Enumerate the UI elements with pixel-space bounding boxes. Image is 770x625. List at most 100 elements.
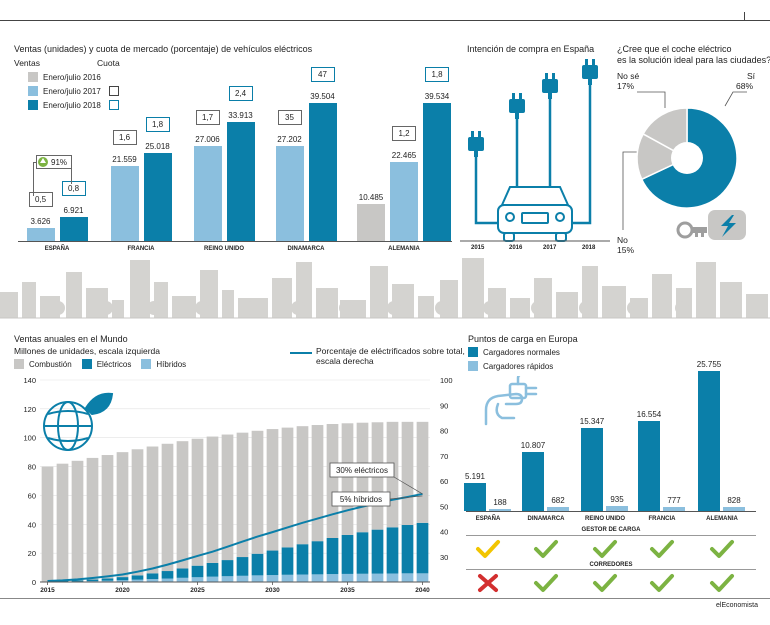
mundo-bar-segment	[401, 421, 414, 526]
legend-2017-label: Enero/julio 2017	[43, 86, 101, 96]
mundo-bar-segment	[401, 525, 414, 574]
mundo-bar-segment	[356, 573, 369, 582]
carga-bar	[464, 482, 486, 511]
carga-legend-rapid: Cargadores rápidos	[468, 361, 553, 371]
tree-shape	[579, 301, 593, 315]
carga-bar	[547, 507, 569, 511]
mundo-bar-segment	[146, 579, 159, 582]
mundo-bar-segment	[101, 578, 114, 581]
carga-title: Puntos de carga en Europa	[468, 334, 578, 344]
mundo-bar-segment	[296, 574, 309, 582]
mundo-bar-segment	[176, 441, 189, 569]
mundo-bar-segment	[191, 565, 204, 578]
mundo-bar-segment	[281, 574, 294, 582]
y-tick-label: 140	[23, 376, 36, 385]
year-label-2015: 2015	[471, 245, 485, 251]
y2-tick-label: 50	[440, 502, 448, 511]
carga-value-label: 777	[667, 495, 681, 505]
mundo-bar-segment	[341, 573, 354, 582]
bottom-rule	[0, 598, 770, 599]
mundo-bar-segment	[86, 457, 99, 580]
cuota-col-label: Cuota	[97, 58, 120, 68]
mundo-bar-segment	[341, 534, 354, 574]
mundo-legend: Combustión Eléctricos Híbridos	[14, 359, 186, 369]
swatch-hibridos	[141, 359, 152, 369]
top-tick	[744, 12, 745, 20]
cuota-box: 47	[310, 66, 335, 82]
pct-line	[47, 492, 423, 582]
y-tick-label: 0	[32, 578, 36, 587]
cross-icon	[478, 574, 498, 592]
x-tick-label: 2030	[265, 587, 280, 594]
cuota-box: 1,8	[145, 117, 170, 133]
mundo-bar-segment	[266, 550, 279, 576]
country-label: ESPAÑA	[44, 246, 70, 252]
cuota-box: 35	[277, 109, 302, 125]
carga-country-label: ALEMANIA	[706, 516, 738, 522]
tree-shape	[147, 301, 161, 315]
country-label: REINO UNIDO	[203, 246, 244, 252]
legend-hibridos: Híbridos	[156, 359, 187, 369]
y-tick-label: 20	[28, 549, 36, 558]
mundo-bar-segment	[251, 575, 264, 582]
mundo-bar-segment	[416, 421, 429, 523]
tree-shape	[3, 301, 17, 315]
cuota-box: 1,7	[195, 110, 220, 126]
cuota-box-2018	[108, 100, 119, 110]
carga-bar	[489, 509, 511, 511]
cuota-box: 0,5	[28, 192, 53, 208]
mundo-bar-segment	[416, 522, 429, 574]
mundo-bar-segment	[221, 434, 234, 561]
check-icon	[650, 574, 674, 592]
mundo-bar-segment	[191, 438, 204, 566]
x-tick-label: 2035	[340, 587, 355, 594]
ventas-value-label: 27.202	[277, 134, 302, 144]
mundo-bar-segment	[206, 562, 219, 577]
carga-value-label: 25.755	[696, 360, 722, 370]
building-shape	[316, 288, 338, 318]
line-legend-1: Porcentaje de eléctrificados sobre total…	[316, 346, 465, 356]
mundo-bar-segment	[371, 529, 384, 574]
line-legend-swatch	[290, 352, 312, 354]
building-shape	[652, 274, 672, 318]
ventas-title: Ventas (unidades) y cuota de mercado (po…	[14, 44, 313, 54]
cuota-box: 1,6	[112, 129, 137, 145]
building-shape	[66, 272, 82, 318]
carga-value-label: 682	[551, 496, 565, 506]
mundo-bar-segment	[206, 576, 219, 582]
carga-value-label: 10.807	[520, 441, 546, 451]
mundo-bar-segment	[416, 573, 429, 582]
carga-baseline	[466, 511, 756, 512]
x-tick-label: 2025	[190, 587, 205, 594]
carga-bar	[606, 505, 628, 511]
ciudades-title-1: ¿Cree que el coche eléctrico	[617, 44, 732, 54]
y2-tick-label: 60	[440, 477, 448, 486]
ventas-value-label: 3.626	[30, 217, 51, 227]
corredores-rule	[466, 569, 756, 570]
y-tick-label: 100	[23, 434, 36, 443]
check-icon	[534, 540, 558, 558]
carga-country-label: DINAMARCA	[527, 516, 565, 522]
ventas-bar	[357, 204, 385, 241]
year-label-2018: 2018	[582, 245, 596, 251]
cuota-box: 2,4	[228, 86, 253, 102]
ventas-col-label: Ventas	[14, 58, 40, 68]
ventas-bar	[110, 165, 139, 241]
tree-shape	[435, 301, 449, 315]
mundo-bar-segment	[161, 578, 174, 582]
year-label-2016: 2016	[509, 245, 523, 251]
mundo-bar-segment	[131, 449, 144, 576]
legend-2016-label: Enero/julio 2016	[43, 72, 101, 82]
no-se-label: No sé	[617, 71, 640, 81]
carga-value-label: 828	[727, 495, 741, 505]
source-label: elEconomista	[716, 602, 759, 609]
hand-plug-icon	[484, 376, 538, 426]
mundo-bar-segment	[266, 575, 279, 582]
cuota-box: 1,8	[425, 66, 449, 82]
mundo-bar-segment	[311, 541, 324, 575]
check-icon	[534, 574, 558, 592]
y2-tick-label: 100	[440, 376, 453, 385]
globe-leaf-icon	[43, 392, 114, 451]
carga-country-label: ESPAÑA	[475, 516, 501, 522]
mundo-bar-segment	[116, 577, 129, 581]
